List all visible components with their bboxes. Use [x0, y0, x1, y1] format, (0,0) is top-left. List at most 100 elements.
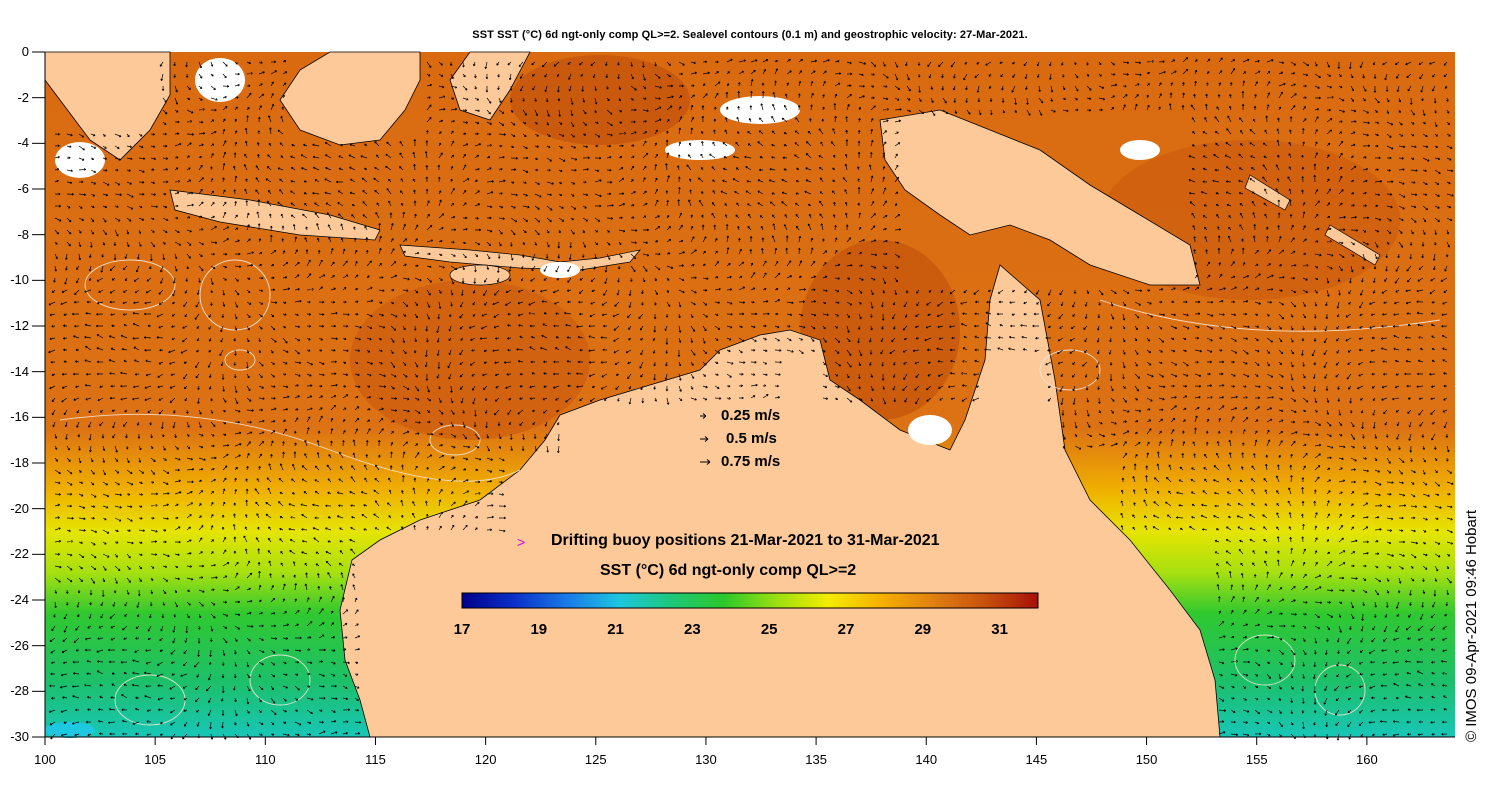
- velocity-arrow: [702, 71, 710, 75]
- velocity-arrow: [324, 154, 332, 159]
- velocity-arrow: [630, 61, 633, 67]
- velocity-arrow: [882, 141, 887, 147]
- velocity-arrow: [324, 178, 332, 183]
- velocity-arrow: [426, 104, 432, 111]
- velocity-arrow: [1213, 154, 1220, 159]
- velocity-arrow: [714, 81, 721, 87]
- velocity-arrow: [437, 176, 441, 183]
- velocity-arrow: [1326, 118, 1333, 123]
- velocity-arrow: [114, 181, 121, 186]
- velocity-arrow: [1446, 121, 1451, 126]
- velocity-arrow: [1338, 85, 1343, 89]
- velocity-arrow: [1374, 156, 1381, 160]
- geostrophic-velocity-arrows: [48, 57, 1454, 741]
- velocity-arrow: [1406, 73, 1412, 79]
- velocity-arrow: [438, 152, 443, 159]
- velocity-arrow: [1326, 142, 1331, 147]
- velocity-arrow: [1374, 121, 1380, 125]
- velocity-arrow: [818, 128, 824, 135]
- velocity-arrow: [750, 78, 754, 87]
- velocity-arrow: [858, 61, 866, 65]
- velocity-arrow: [78, 157, 85, 161]
- velocity-arrow: [303, 180, 308, 183]
- velocity-arrow: [594, 97, 598, 105]
- velocity-arrow: [1302, 61, 1310, 67]
- velocity-arrow: [1146, 60, 1154, 63]
- imos-credit: © IMOS 09-Apr-2021 09:46 Hobart: [1463, 509, 1480, 742]
- velocity-arrow: [1000, 73, 1004, 78]
- velocity-arrow: [1302, 141, 1305, 147]
- velocity-arrow: [798, 58, 804, 63]
- velocity-arrow: [783, 168, 788, 171]
- velocity-arrow: [1362, 156, 1367, 159]
- x-tick-label: 105: [144, 752, 166, 767]
- velocity-arrow: [270, 103, 275, 111]
- velocity-arrow: [786, 82, 789, 87]
- velocity-arrow: [266, 166, 272, 171]
- velocity-arrow: [1422, 121, 1426, 125]
- velocity-arrow: [918, 109, 925, 115]
- velocity-arrow: [700, 153, 704, 159]
- velocity-arrow: [1410, 121, 1415, 125]
- velocity-arrow: [833, 103, 837, 111]
- velocity-arrow: [162, 157, 169, 160]
- velocity-arrow: [90, 169, 97, 173]
- velocity-arrow: [234, 83, 240, 87]
- velocity-arrow: [1350, 73, 1354, 79]
- velocity-arrow: [1405, 61, 1412, 66]
- velocity-arrow: [678, 106, 682, 111]
- velocity-arrow: [1074, 85, 1079, 92]
- velocity-arrow: [1301, 166, 1305, 171]
- velocity-arrow: [882, 97, 889, 101]
- velocity-arrow: [1146, 104, 1150, 111]
- velocity-arrow: [1359, 61, 1364, 68]
- velocity-arrow: [1434, 145, 1439, 149]
- velocity-arrow: [114, 157, 122, 161]
- velocity-arrow: [425, 140, 429, 147]
- velocity-arrow: [570, 181, 576, 185]
- velocity-arrow: [618, 109, 623, 113]
- velocity-arrow: [1338, 131, 1343, 135]
- velocity-arrow: [1014, 109, 1017, 114]
- velocity-arrow: [557, 97, 561, 102]
- velocity-arrow: [1350, 155, 1354, 159]
- velocity-arrow: [830, 141, 836, 147]
- velocity-arrow: [282, 94, 285, 99]
- velocity-arrow: [606, 144, 612, 148]
- colorbar-title: SST (°C) 6d ngt-only comp QL>=2: [600, 562, 857, 579]
- velocity-arrow: [582, 109, 587, 115]
- velocity-arrow: [222, 129, 226, 135]
- velocity-arrow: [90, 145, 97, 149]
- velocity-arrow: [150, 157, 157, 161]
- velocity-arrow: [138, 181, 145, 184]
- velocity-arrow: [1410, 145, 1417, 149]
- velocity-arrow: [794, 142, 800, 147]
- velocity-arrow: [162, 109, 168, 115]
- velocity-arrow: [246, 92, 252, 99]
- velocity-arrow: [654, 163, 658, 171]
- velocity-arrow: [1038, 97, 1044, 104]
- velocity-arrow: [654, 142, 657, 147]
- velocity-arrow: [185, 73, 189, 78]
- velocity-arrow: [1086, 61, 1089, 66]
- velocity-arrow: [1011, 85, 1016, 93]
- velocity-arrow: [1225, 166, 1232, 171]
- velocity-arrow: [1362, 73, 1365, 79]
- velocity-arrow: [186, 179, 192, 183]
- velocity-arrow: [186, 167, 191, 171]
- velocity-arrow: [1386, 121, 1394, 126]
- velocity-arrow: [1202, 131, 1208, 135]
- velocity-arrow: [269, 127, 272, 135]
- velocity-arrow: [222, 73, 227, 79]
- velocity-arrow: [474, 179, 478, 183]
- velocity-arrow: [594, 121, 599, 125]
- velocity-arrow: [618, 167, 624, 171]
- velocity-arrow: [1434, 109, 1437, 114]
- velocity-arrow: [1264, 129, 1268, 135]
- velocity-arrow: [90, 181, 97, 185]
- velocity-arrow: [270, 60, 277, 64]
- y-tick-label: -16: [10, 409, 29, 425]
- velocity-arrow: [257, 130, 261, 135]
- y-tick-label: 0: [21, 44, 29, 59]
- velocity-arrow: [1386, 109, 1390, 114]
